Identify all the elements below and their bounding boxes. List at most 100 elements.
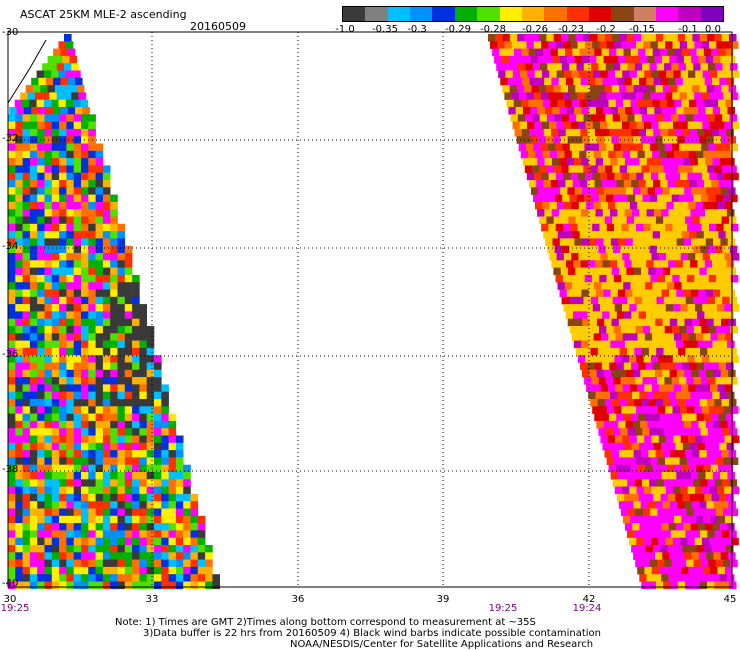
swath-cell <box>51 399 60 407</box>
swath-cell <box>673 201 682 210</box>
swath-cell <box>15 545 23 553</box>
swath-cell <box>693 326 702 334</box>
swath-cell <box>643 537 652 546</box>
swath-cell <box>637 384 645 392</box>
swath-cell <box>146 326 155 334</box>
swath-cell <box>183 559 191 568</box>
swath-cell <box>717 566 726 575</box>
swath-cell <box>102 428 111 436</box>
swath-cell <box>59 318 67 327</box>
swath-cell <box>22 347 31 356</box>
swath-cell <box>681 384 689 392</box>
swath-cell <box>719 77 727 86</box>
swath-cell <box>668 158 677 166</box>
swath-cell <box>631 77 640 86</box>
swath-cell <box>66 457 74 465</box>
swath-cell <box>59 391 67 400</box>
swath-cell <box>674 464 682 473</box>
swath-cell <box>8 216 16 225</box>
swath-cell <box>95 318 104 327</box>
swath-cell <box>655 450 664 458</box>
swath-cell <box>609 442 618 451</box>
swath-cell <box>701 406 710 414</box>
swath-cell <box>656 165 664 173</box>
swath-cell <box>29 559 38 568</box>
swath-cell <box>714 165 723 173</box>
swath-cell <box>658 435 667 444</box>
swath-cell <box>690 442 698 451</box>
swath-cell <box>608 150 616 159</box>
swath-cell <box>655 318 663 327</box>
swath-cell <box>139 420 147 429</box>
swath-cell <box>59 158 67 166</box>
swath-cell <box>43 99 52 108</box>
swath-cell <box>594 362 603 371</box>
swath-cell <box>124 377 133 385</box>
swath-cell <box>59 515 67 524</box>
swath-cell <box>722 559 731 568</box>
swath-cell <box>639 442 647 451</box>
swath-cell <box>647 187 656 195</box>
swath-cell <box>37 435 45 444</box>
swath-cell <box>563 121 572 130</box>
swath-cell <box>205 574 213 582</box>
swath-cell <box>669 107 677 115</box>
swath-cell <box>691 369 700 378</box>
swath-cell <box>596 420 604 429</box>
swath-cell <box>623 231 632 239</box>
swath-cell <box>590 399 598 407</box>
swath-cell <box>44 428 53 436</box>
swath-cell <box>81 347 89 356</box>
swath-cell <box>561 34 569 42</box>
swath-cell <box>706 501 714 509</box>
swath-cell <box>707 296 716 305</box>
swath-cell <box>102 508 111 517</box>
swath-cell <box>37 566 45 575</box>
swath-cell <box>95 347 104 356</box>
swath-cell <box>730 143 738 152</box>
swath-cell <box>618 238 626 246</box>
swath-cell <box>15 114 23 122</box>
swath-cell <box>132 304 140 312</box>
swath-cell <box>154 406 162 414</box>
swath-cell <box>516 85 525 93</box>
swath-cell <box>117 296 126 305</box>
swath-cell <box>117 362 126 371</box>
swath-cell <box>647 289 655 298</box>
swath-cell <box>183 537 191 546</box>
swath-cell <box>59 450 67 458</box>
swath-cell <box>679 194 687 203</box>
swath-cell <box>628 223 637 232</box>
swath-cell <box>81 158 89 166</box>
swath-cell <box>632 238 641 246</box>
swath-cell <box>132 340 140 349</box>
swath-cell <box>591 245 599 254</box>
swath-cell <box>538 85 547 93</box>
swath-cell <box>625 187 634 195</box>
swath-cell <box>29 515 38 524</box>
swath-cell <box>29 209 38 217</box>
swath-cell <box>690 391 698 400</box>
swath-cell <box>14 99 23 108</box>
swath-cell <box>681 282 690 290</box>
swath-cell <box>671 559 680 568</box>
swath-cell <box>37 559 45 568</box>
swath-cell <box>626 267 634 276</box>
swath-cell <box>685 296 694 305</box>
swath-cell <box>42 92 50 100</box>
swath-cell <box>110 479 118 487</box>
swath-cell <box>527 121 535 130</box>
swath-cell <box>51 99 59 108</box>
swath-cell <box>573 158 582 166</box>
colorbar-segment <box>410 7 433 21</box>
swath-cell <box>117 274 126 283</box>
swath-cell <box>110 566 118 575</box>
swath-cell <box>723 508 731 517</box>
swath-cell <box>630 150 638 159</box>
swath-cell <box>8 296 16 305</box>
swath-cell <box>657 326 665 334</box>
colorbar-segment <box>499 7 522 21</box>
swath-cell <box>597 216 606 225</box>
swath-cell <box>704 180 712 188</box>
swath-cell <box>586 282 595 290</box>
